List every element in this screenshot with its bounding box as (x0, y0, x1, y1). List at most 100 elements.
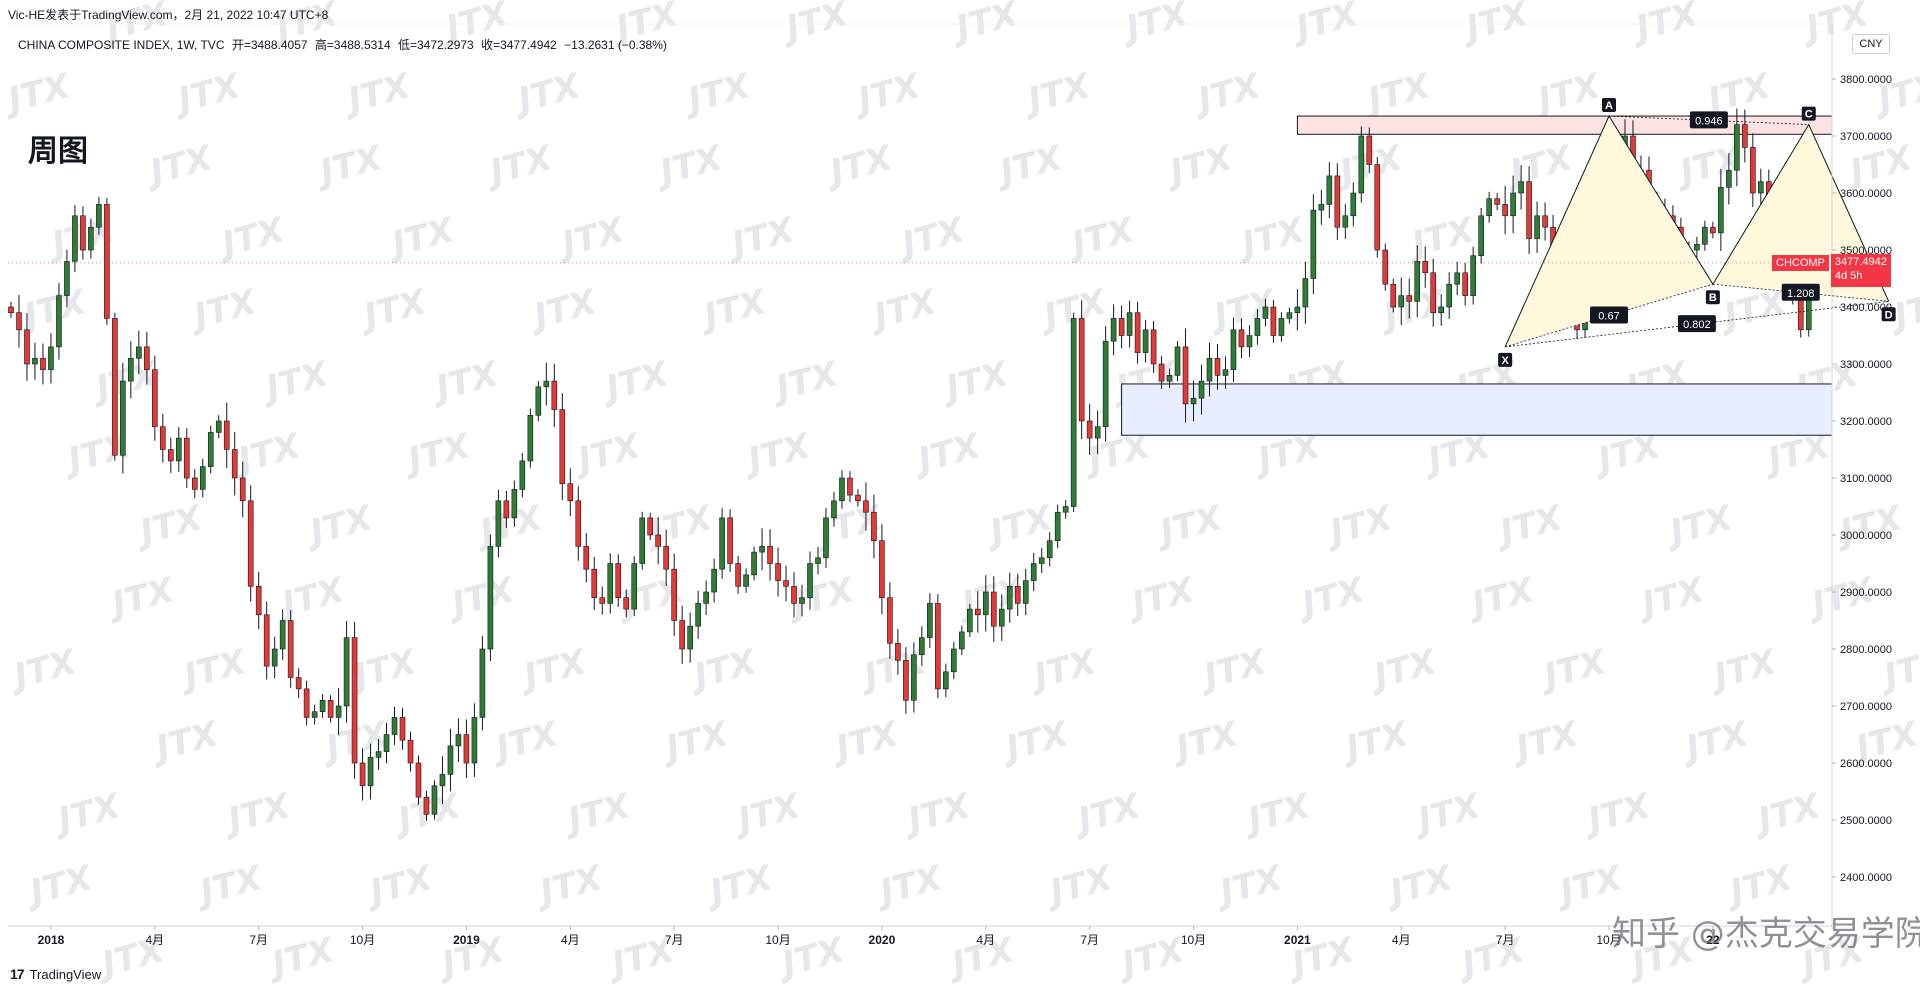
candle-body-down (1382, 249, 1389, 285)
candle (1054, 504, 1061, 549)
candle (671, 553, 677, 637)
candle-body-down (1742, 124, 1748, 148)
candle-body-up (495, 500, 502, 547)
jtx-watermark: JTX (728, 786, 806, 843)
candle (503, 490, 510, 528)
candle (223, 402, 230, 468)
ratio-label-bg (1677, 315, 1716, 333)
candle-body-down (415, 762, 422, 798)
candle (423, 790, 430, 821)
candle (855, 489, 861, 507)
jtx-watermark: JTX (1632, 570, 1710, 627)
jtx-watermark: JTX (1676, 714, 1754, 771)
jtx-watermark: JTX (102, 570, 180, 627)
candle-body-down (503, 500, 510, 519)
candle-body-down (647, 517, 654, 536)
candle (1206, 342, 1213, 397)
candle-body-up (1222, 369, 1229, 376)
candle-body-up (1734, 124, 1740, 171)
jtx-watermark: JTX (146, 714, 224, 771)
candle-body-up (1470, 255, 1476, 296)
candle-body-up (1694, 244, 1700, 251)
candle-body-down (663, 546, 669, 570)
candle (1038, 548, 1045, 574)
jtx-watermark: JTX (168, 66, 246, 123)
candle-body-up (1414, 261, 1421, 302)
candle-body-up (1142, 329, 1149, 353)
tradingview-brand[interactable]: 17 TradingView (10, 966, 101, 982)
candle-body-up (1718, 187, 1724, 234)
candle (231, 432, 238, 496)
candle (966, 603, 973, 638)
candle (1030, 552, 1037, 592)
candle (32, 342, 38, 380)
candle (215, 415, 222, 439)
candle (903, 647, 909, 714)
candle (487, 534, 494, 661)
symbol-name[interactable]: CHINA COMPOSITE INDEX, 1W, TVC (18, 38, 225, 52)
candle-body-down (463, 734, 470, 764)
candle (1734, 108, 1740, 187)
candle (335, 688, 342, 736)
candle (319, 694, 326, 718)
candle (751, 546, 757, 581)
jtx-watermark: JTX (1462, 570, 1540, 627)
candle-body-down (679, 620, 685, 650)
candle-body-down (903, 660, 909, 701)
candle-body-down (783, 580, 789, 587)
candle (287, 610, 294, 688)
candle (1182, 328, 1189, 423)
jtx-watermark: JTX (480, 138, 558, 195)
candle (767, 529, 773, 581)
candle-body-down (559, 409, 566, 485)
candle-body-down (1374, 164, 1381, 251)
jtx-watermark: JTX (272, 570, 350, 627)
candle (583, 533, 590, 583)
candle (1046, 532, 1053, 567)
candle (631, 556, 638, 617)
jtx-watermark: JTX (568, 426, 646, 483)
candle-body-up (519, 460, 526, 490)
y-tick-label: 3200.0000 (1840, 416, 1892, 428)
candle (527, 408, 534, 468)
candle (1702, 220, 1708, 251)
candle (160, 413, 166, 463)
currency-badge[interactable]: CNY (1852, 34, 1890, 54)
y-tick-label: 3000.0000 (1840, 530, 1892, 542)
candle (1094, 410, 1101, 455)
candle-body-down (399, 717, 406, 741)
jtx-watermark: JTX (184, 282, 262, 339)
candle-body-up (279, 620, 286, 650)
candle-body-up (136, 346, 142, 359)
candle (1014, 573, 1021, 617)
candle-body-down (327, 699, 334, 718)
support-zone (1121, 383, 1833, 436)
x-tick-label: 10月 (350, 933, 375, 947)
candle-body-up (72, 215, 78, 262)
jtx-watermark: JTX (1292, 570, 1370, 627)
candle (207, 425, 214, 474)
jtx-watermark: JTX (354, 282, 432, 339)
candle (1310, 194, 1317, 295)
jtx-watermark: JTX (486, 714, 564, 771)
candle-body-up (1262, 306, 1269, 319)
candle-body-down (575, 500, 582, 547)
candle (399, 707, 406, 750)
candle-body-down (1182, 346, 1189, 405)
high-value: 高=3488.5314 (314, 38, 391, 52)
pattern-point-label: C (1805, 109, 1813, 121)
ratio-label-bg (1781, 283, 1820, 301)
candle (1166, 368, 1173, 388)
jtx-watermark: JTX (212, 210, 290, 267)
jtx-watermark: JTX (848, 66, 926, 123)
jtx-watermark: JTX (722, 210, 800, 267)
candle-body-down (727, 517, 733, 564)
candle-body-down (567, 483, 574, 502)
jtx-watermark: JTX (130, 498, 208, 555)
candle-body-up (343, 637, 350, 707)
candle-body-up (966, 608, 973, 633)
jtx-watermark: JTX (1062, 210, 1140, 267)
candle-body-up (751, 551, 757, 576)
candle-body-up (511, 489, 518, 519)
